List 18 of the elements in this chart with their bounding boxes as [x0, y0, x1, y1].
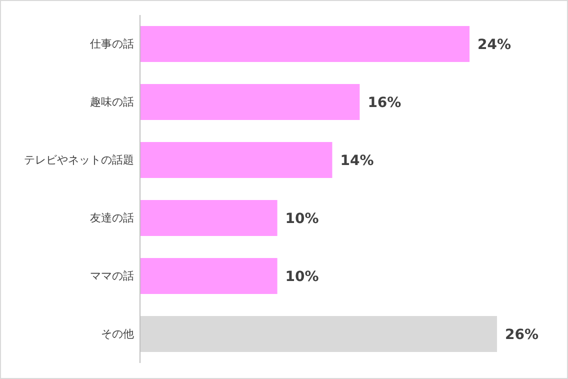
data-label: 10% — [285, 268, 319, 285]
bar — [140, 84, 360, 120]
data-label: 24% — [478, 36, 512, 53]
y-tick-label: ママの話 — [90, 270, 134, 283]
y-tick-label: 趣味の話 — [90, 96, 134, 109]
bar — [140, 316, 497, 352]
y-tick-label: 仕事の話 — [90, 38, 134, 51]
y-tick-label: 友達の話 — [90, 212, 134, 225]
bar — [140, 200, 278, 236]
data-label: 16% — [368, 94, 402, 111]
bar — [140, 142, 332, 178]
y-tick-label: テレビやネットの話題 — [24, 154, 134, 167]
data-label: 14% — [340, 152, 374, 169]
bar — [140, 258, 278, 294]
y-tick-label: その他 — [101, 328, 134, 341]
data-label: 26% — [505, 326, 539, 343]
bar — [140, 26, 470, 62]
data-label: 10% — [285, 210, 319, 227]
